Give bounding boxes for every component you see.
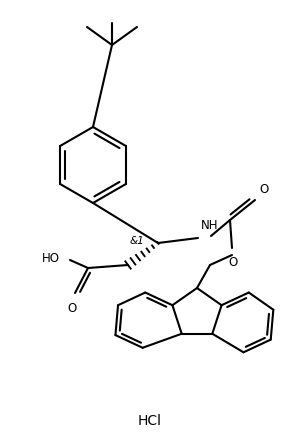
Text: O: O: [228, 256, 238, 269]
Text: O: O: [259, 183, 268, 196]
Text: NH: NH: [201, 219, 218, 232]
Text: O: O: [68, 302, 76, 315]
Text: HCl: HCl: [138, 414, 162, 428]
Text: &1: &1: [129, 236, 144, 246]
Text: HO: HO: [42, 253, 60, 265]
